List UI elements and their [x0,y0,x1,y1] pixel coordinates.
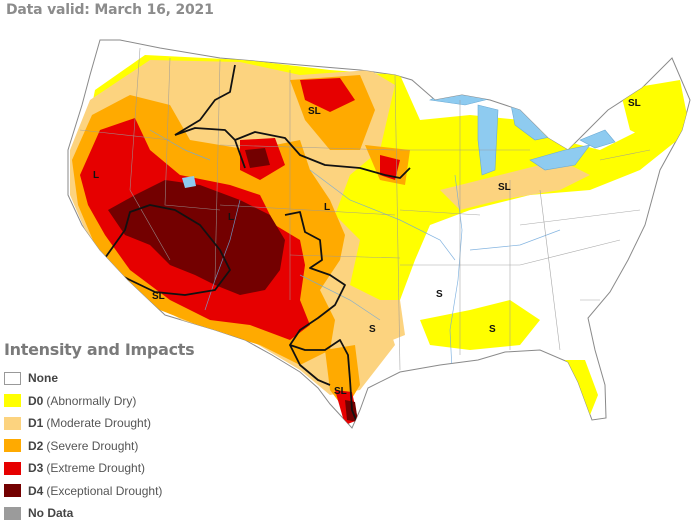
impact-label: SL [334,386,347,397]
legend-item: No Data [4,502,244,525]
impact-label: SL [152,291,165,302]
impact-label: L [93,170,99,181]
d4-areas [108,148,358,422]
legend-swatch [4,394,21,408]
legend-item: D1 (Moderate Drought) [4,412,244,435]
impact-labels: SL L L L SL SL S S S SL SL SL [93,98,641,397]
legend-swatch [4,506,21,520]
legend-item: D2 (Severe Drought) [4,435,244,458]
legend-label: (Abnormally Dry) [46,393,137,408]
impact-label: L [324,202,330,213]
impact-label: SL [308,106,321,117]
state-boundaries [79,47,651,371]
legend-code: D1 [28,416,44,431]
legend-code: D0 [28,393,44,408]
legend-code: No Data [28,506,74,521]
legend-code: D3 [28,461,44,476]
legend-swatch [4,371,21,385]
legend-label: (Exceptional Drought) [46,483,163,498]
impact-label: S [436,289,443,300]
legend-code: D2 [28,438,44,453]
legend-swatch [4,484,21,498]
legend-code: None [28,371,58,386]
legend-label: (Severe Drought) [46,438,139,453]
impact-label: S [369,324,376,335]
legend-item: D0 (Abnormally Dry) [4,390,244,413]
legend-item: D3 (Extreme Drought) [4,457,244,480]
legend-item: None [4,367,244,390]
impact-label: L [228,212,234,223]
legend-label: (Moderate Drought) [46,416,152,431]
legend-swatch [4,439,21,453]
legend-title: Intensity and Impacts [4,340,195,359]
great-salt-lake [182,176,196,188]
date-valid-caption: Data valid: March 16, 2021 [6,2,214,18]
rivers [149,129,561,371]
legend-swatch [4,416,21,430]
legend-item: D4 (Exceptional Drought) [4,480,244,503]
impact-label: SL [498,182,511,193]
legend: Intensity and Impacts None D0 (Abnormally … [4,340,244,525]
impact-label: SL [628,98,641,109]
legend-swatch [4,461,21,475]
impact-boundaries [99,64,411,428]
legend-code: D4 [28,483,44,498]
legend-label: (Extreme Drought) [46,461,146,476]
impact-label: S [489,324,496,335]
